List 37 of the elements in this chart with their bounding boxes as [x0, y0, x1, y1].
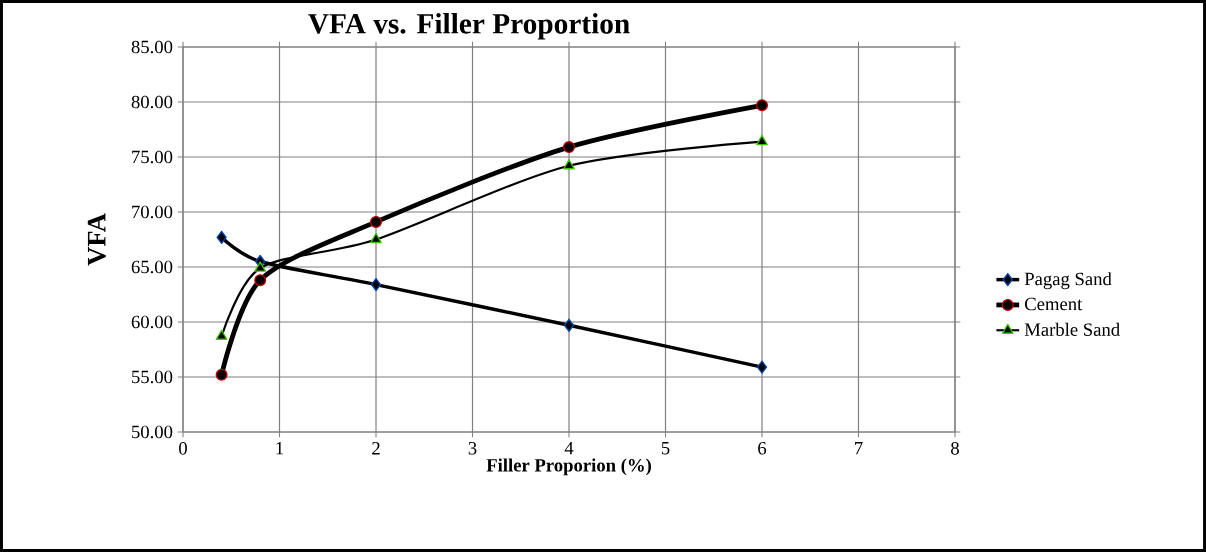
point [370, 232, 382, 244]
point [563, 141, 575, 154]
x-tick-label: 7 [855, 442, 863, 455]
x-tick-label: 1 [276, 442, 284, 455]
chart-title: VFA vs. Filler Proportion [308, 13, 630, 40]
y-tick-label: 75.00 [132, 150, 173, 164]
x-tick-label: 2 [372, 442, 380, 455]
point [756, 134, 768, 146]
y-axis-title: VFA [87, 213, 106, 266]
y-tick-label: 60.00 [131, 315, 173, 329]
y-tick-label: 85.00 [131, 40, 173, 54]
point [254, 261, 267, 272]
point [563, 159, 575, 170]
y-tick-label: 70.00 [132, 205, 173, 219]
y-tick-label: 80.00 [131, 95, 173, 109]
point [254, 274, 267, 287]
point [370, 215, 383, 228]
legend-label: Pagag Sand [1024, 272, 1112, 290]
x-tick-label: 5 [661, 442, 670, 455]
legend-label: Marble Sand [1024, 322, 1120, 336]
point [756, 99, 768, 112]
y-tick-label: 50.00 [132, 425, 173, 439]
x-axis-title: Filler Proporion (%) [486, 458, 651, 476]
point [215, 368, 228, 381]
y-tick-label: 55.00 [132, 370, 173, 384]
point [215, 329, 228, 340]
x-tick-label: 3 [468, 442, 477, 455]
x-tick-label: 4 [564, 442, 574, 455]
point [563, 318, 575, 332]
legend-label: Cement [1025, 297, 1083, 311]
point [370, 277, 382, 292]
x-tick-label: 8 [951, 442, 959, 455]
point [756, 360, 768, 374]
x-tick-label: 6 [758, 442, 767, 455]
x-tick-label: 0 [179, 442, 187, 455]
y-tick-label: 65.00 [131, 260, 173, 274]
point [216, 230, 227, 244]
